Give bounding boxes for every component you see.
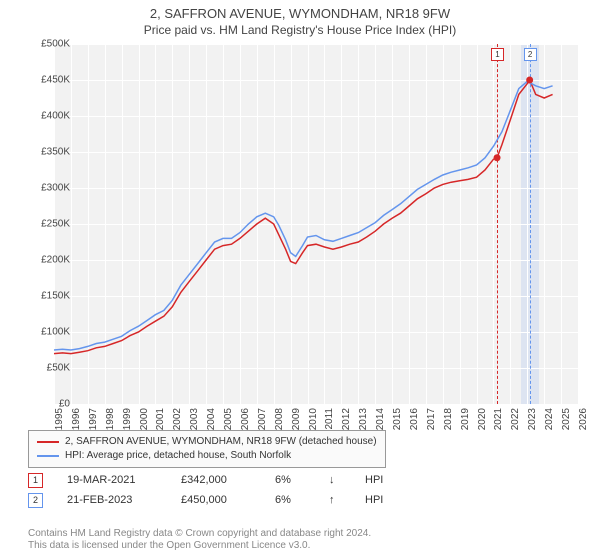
sale-marker-badge: 2 xyxy=(524,48,537,61)
arrow-up-icon: ↑ xyxy=(329,494,341,506)
y-axis-label: £100K xyxy=(26,327,70,338)
x-axis-label: 2016 xyxy=(409,408,420,438)
sale-ref: HPI xyxy=(365,474,390,486)
footnote-line-2: This data is licensed under the Open Gov… xyxy=(28,540,371,552)
sale-date: 21-FEB-2023 xyxy=(67,494,157,506)
sales-table: 1 19-MAR-2021 £342,000 6% ↓ HPI 2 21-FEB-2023 £4… xyxy=(28,470,390,510)
sale-row-marker: 1 xyxy=(28,473,43,488)
y-axis-label: £250K xyxy=(26,219,70,230)
legend-label: HPI: Average price, detached house, Sout… xyxy=(65,449,291,463)
gridline-vertical xyxy=(578,44,579,404)
sale-pct: 6% xyxy=(275,474,305,486)
x-axis-label: 2024 xyxy=(544,408,555,438)
y-axis-label: £150K xyxy=(26,291,70,302)
y-axis-label: £300K xyxy=(26,183,70,194)
y-axis-label: £450K xyxy=(26,75,70,86)
sale-row: 2 21-FEB-2023 £450,000 6% ↑ HPI xyxy=(28,490,390,510)
sale-marker-dot xyxy=(526,77,533,84)
legend-swatch xyxy=(37,455,59,457)
sale-price: £342,000 xyxy=(181,474,251,486)
legend: 2, SAFFRON AVENUE, WYMONDHAM, NR18 9FW (… xyxy=(28,430,386,468)
x-axis-label: 2015 xyxy=(392,408,403,438)
sale-pct: 6% xyxy=(275,494,305,506)
arrow-down-icon: ↓ xyxy=(329,474,341,486)
sale-price: £450,000 xyxy=(181,494,251,506)
sale-marker-badge: 1 xyxy=(491,48,504,61)
y-axis-label: £400K xyxy=(26,111,70,122)
x-axis-label: 2018 xyxy=(443,408,454,438)
legend-item: 2, SAFFRON AVENUE, WYMONDHAM, NR18 9FW (… xyxy=(37,435,377,449)
y-axis-label: £500K xyxy=(26,39,70,50)
footnote-line-1: Contains HM Land Registry data © Crown c… xyxy=(28,528,371,540)
legend-swatch xyxy=(37,441,59,443)
y-axis-label: £200K xyxy=(26,255,70,266)
x-axis-label: 2020 xyxy=(477,408,488,438)
x-axis-label: 2026 xyxy=(578,408,589,438)
x-axis-label: 2022 xyxy=(510,408,521,438)
x-axis-label: 2021 xyxy=(493,408,504,438)
footnote: Contains HM Land Registry data © Crown c… xyxy=(28,528,371,552)
sale-marker-dot xyxy=(494,154,501,161)
sale-row: 1 19-MAR-2021 £342,000 6% ↓ HPI xyxy=(28,470,390,490)
sale-ref: HPI xyxy=(365,494,390,506)
chart-title: 2, SAFFRON AVENUE, WYMONDHAM, NR18 9FW xyxy=(0,0,600,21)
y-axis-label: £50K xyxy=(26,363,70,374)
y-axis-label: £350K xyxy=(26,147,70,158)
series-line-hpi xyxy=(54,81,553,350)
chart-plot-area xyxy=(54,44,578,404)
x-axis-label: 2025 xyxy=(561,408,572,438)
x-axis-label: 2019 xyxy=(460,408,471,438)
sale-date: 19-MAR-2021 xyxy=(67,474,157,486)
sale-row-marker: 2 xyxy=(28,493,43,508)
gridline-horizontal xyxy=(54,404,578,405)
series-line-price_paid xyxy=(54,80,553,354)
x-axis-label: 2023 xyxy=(527,408,538,438)
x-axis-label: 2017 xyxy=(426,408,437,438)
chart-subtitle: Price paid vs. HM Land Registry's House … xyxy=(0,21,600,41)
legend-label: 2, SAFFRON AVENUE, WYMONDHAM, NR18 9FW (… xyxy=(65,435,377,449)
legend-item: HPI: Average price, detached house, Sout… xyxy=(37,449,377,463)
